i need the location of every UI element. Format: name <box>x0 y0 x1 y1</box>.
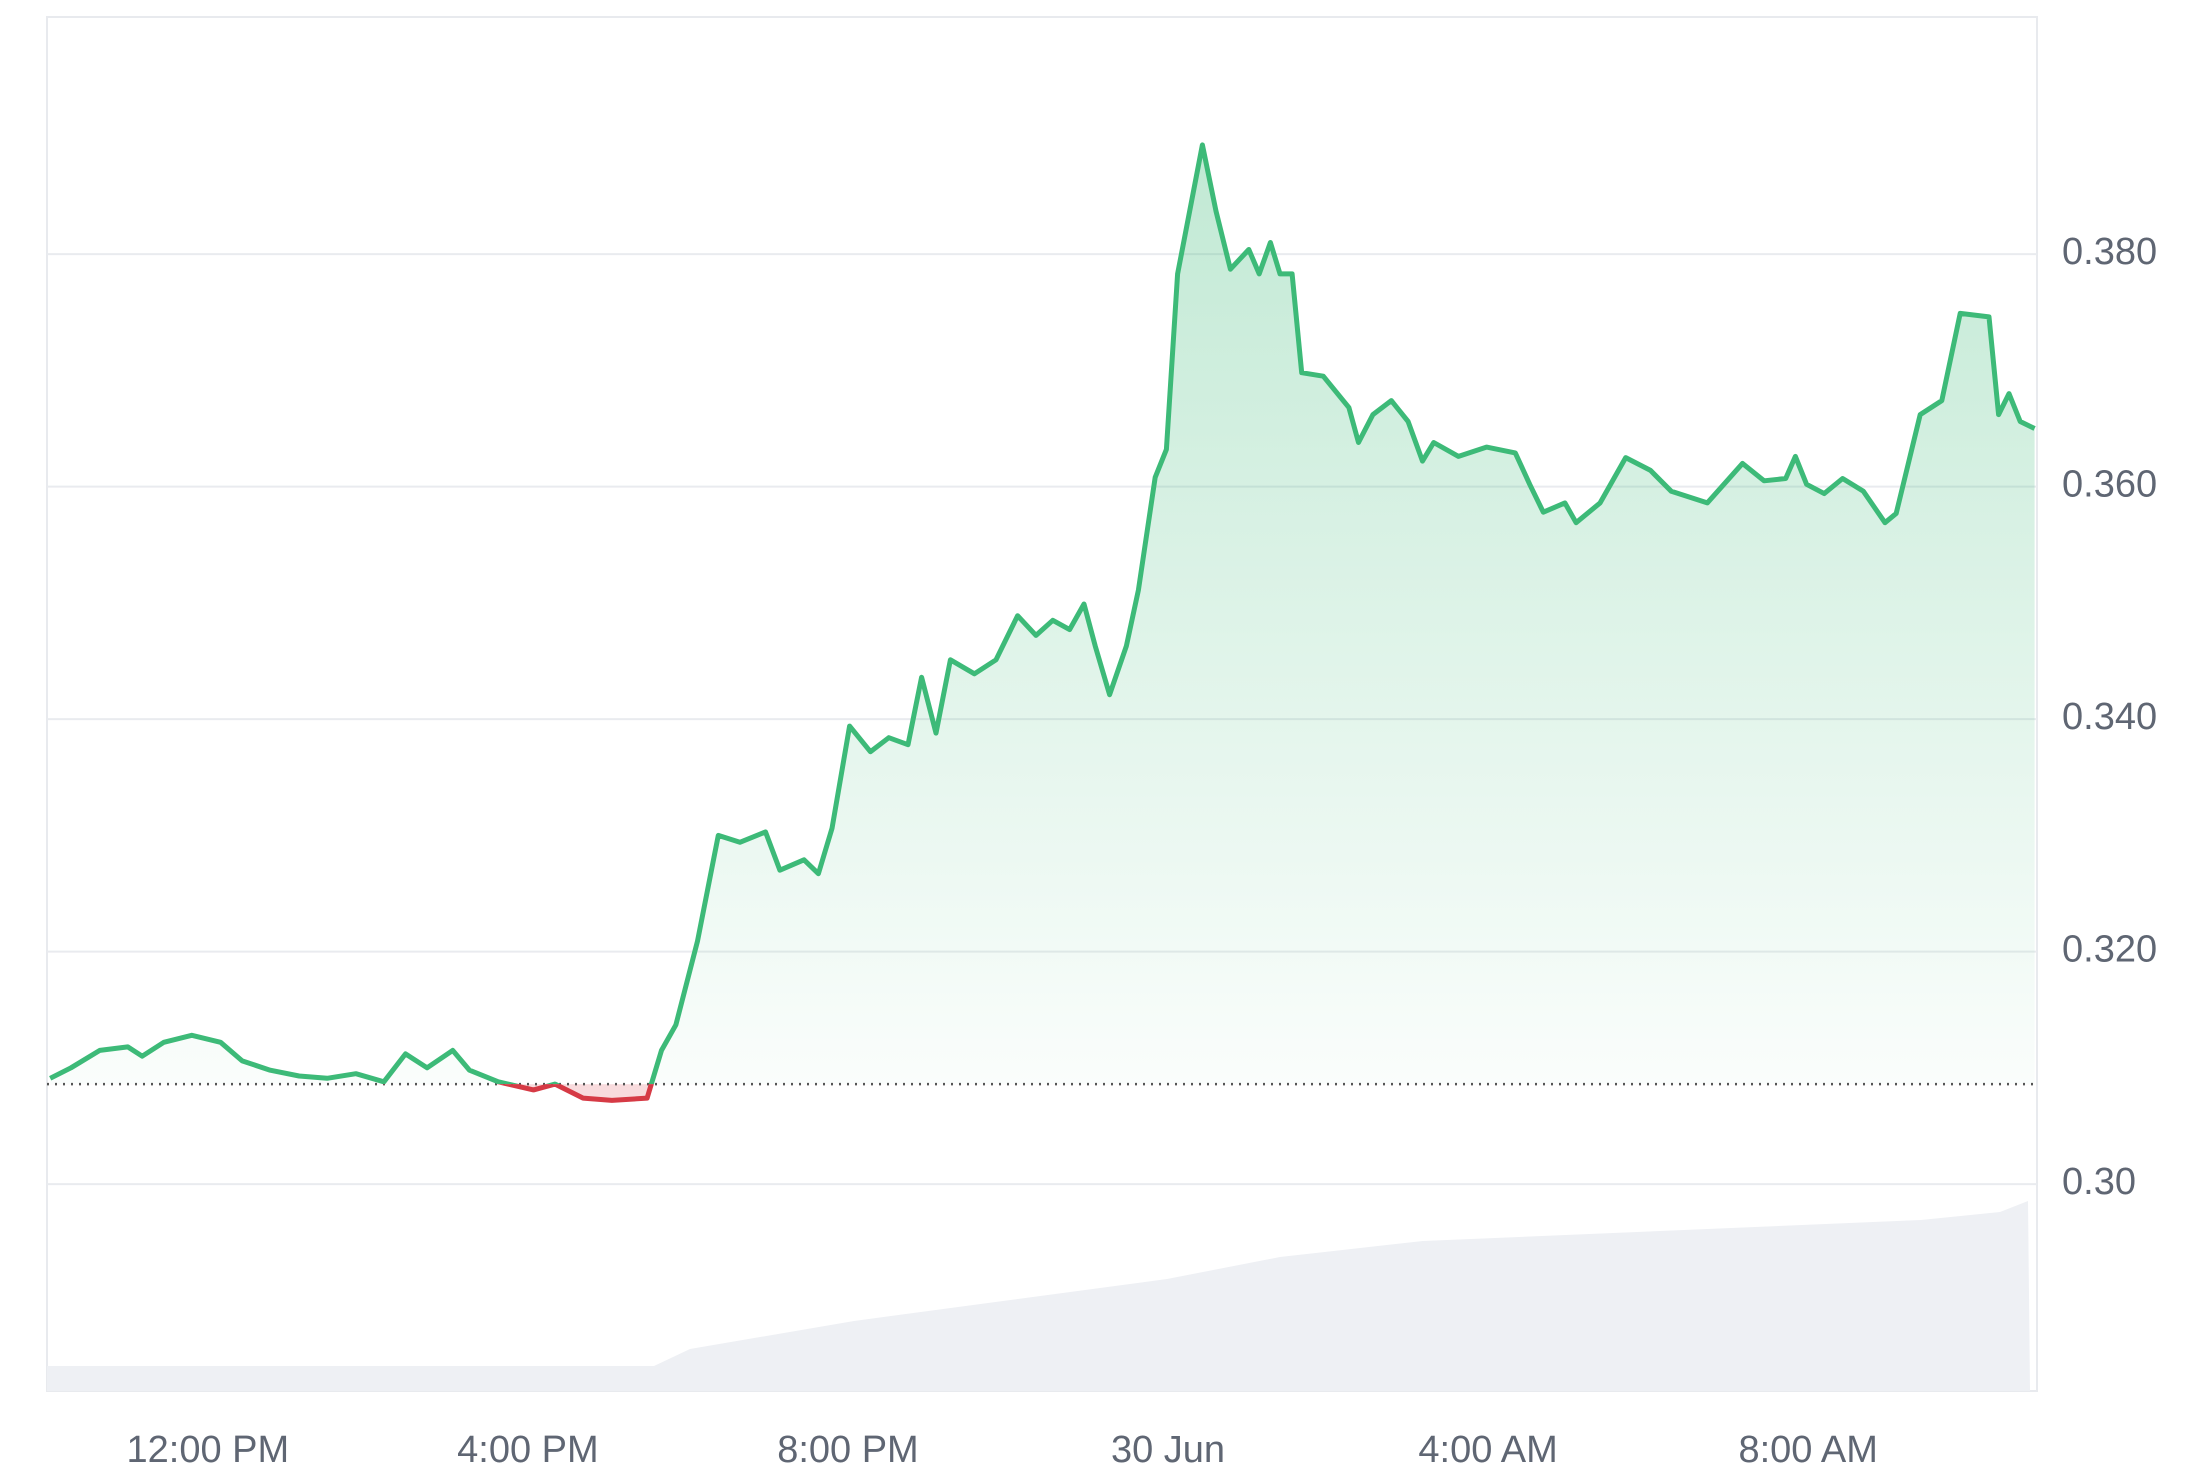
area-above <box>50 144 2035 1085</box>
x-tick-label: 8:00 PM <box>777 1429 919 1471</box>
plot <box>47 142 2037 1103</box>
x-tick-label: 12:00 PM <box>127 1429 290 1471</box>
price-line <box>49 142 2036 1085</box>
y-tick-label: 0.30 <box>2062 1161 2136 1203</box>
y-tick-label: 0.380 <box>2062 231 2157 273</box>
labels: 0.30 0.320 0.340 0.360 0.380 12:00 PM 4:00 PM 8… <box>127 231 2158 1471</box>
y-tick-label: 0.320 <box>2062 929 2157 971</box>
x-tick-label: 4:00 PM <box>457 1429 599 1471</box>
y-tick-label: 0.360 <box>2062 464 2157 506</box>
x-tick-label: 4:00 AM <box>1418 1429 1557 1471</box>
x-tick-label: 8:00 AM <box>1738 1429 1877 1471</box>
x-tick-label: 30 Jun <box>1111 1429 1225 1471</box>
volume-area <box>47 1201 2030 1391</box>
y-tick-label: 0.340 <box>2062 696 2157 738</box>
